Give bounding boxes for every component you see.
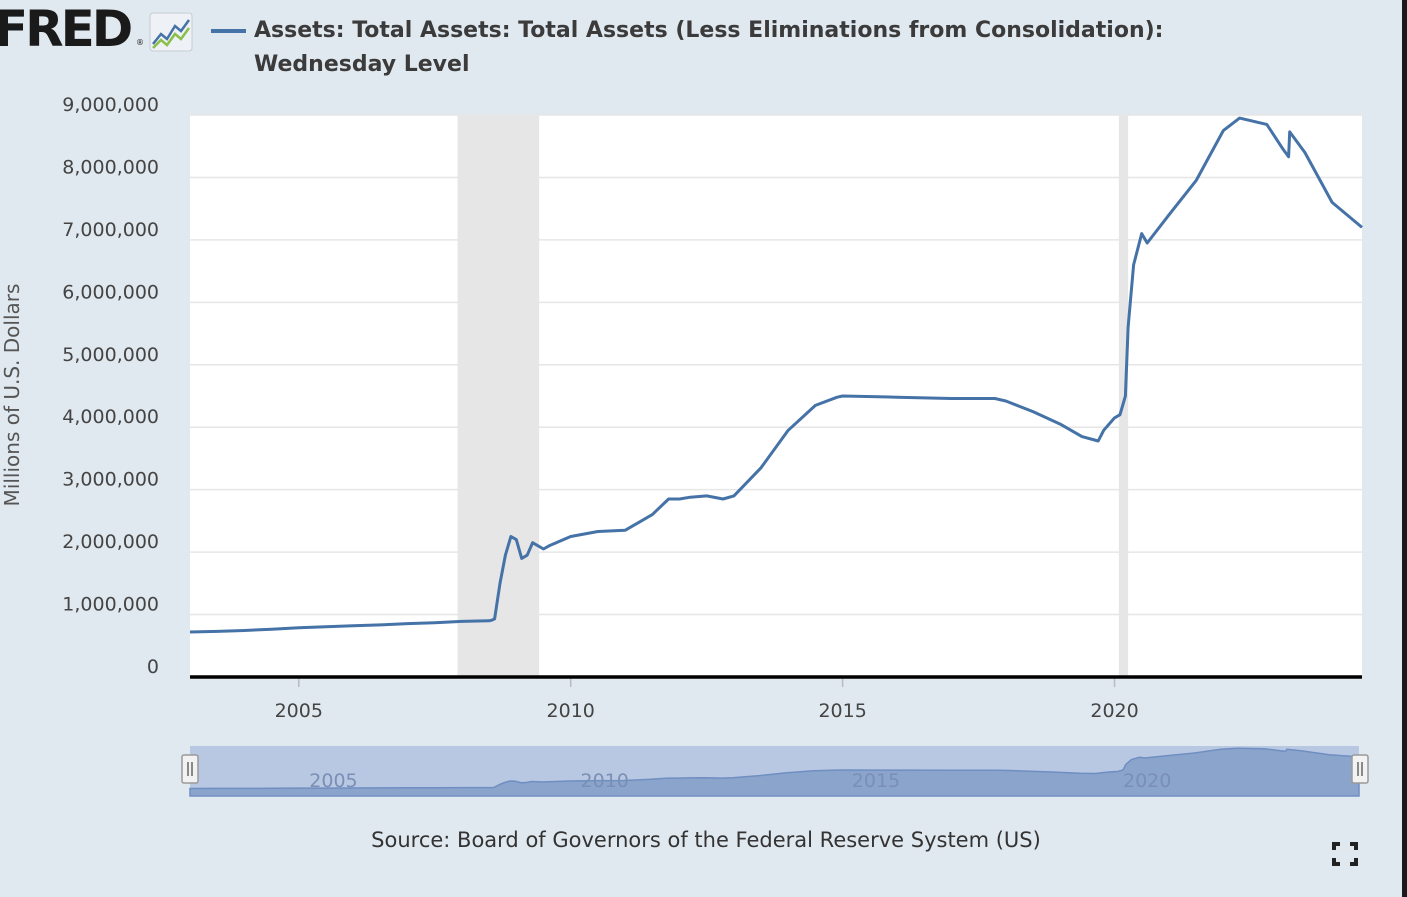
- source-note: Source: Board of Governors of the Federa…: [371, 828, 1041, 852]
- x-tick-label: 2005: [275, 700, 323, 722]
- recession-band-0: [457, 115, 540, 677]
- y-tick-label: 3,000,000: [62, 469, 159, 491]
- x-tick-label: 2015: [818, 700, 866, 722]
- y-tick-label: 2,000,000: [62, 531, 159, 553]
- navigator-tick-label: 2015: [852, 770, 900, 792]
- y-tick-label: 8,000,000: [62, 156, 159, 178]
- y-tick-label: 5,000,000: [62, 344, 159, 366]
- chart-title: Assets: Total Assets: Total Assets (Less…: [254, 18, 1164, 77]
- navigator-tick-label: 2005: [309, 770, 357, 792]
- series-line: [189, 116, 1363, 634]
- y-tick-label: 7,000,000: [62, 219, 159, 241]
- plot-area: [190, 115, 1362, 677]
- window-edge: [1402, 0, 1407, 897]
- x-tick-label: 2010: [547, 700, 595, 722]
- x-tick-label: 2020: [1090, 700, 1138, 722]
- navigator-handle-icon[interactable]: [181, 754, 199, 784]
- y-tick-label: 9,000,000: [62, 94, 159, 116]
- expand-icon[interactable]: [1332, 842, 1358, 866]
- navigator-series: [189, 747, 1360, 797]
- navigator-handle-icon[interactable]: [1351, 754, 1369, 784]
- navigator-tick-label: 2010: [581, 770, 629, 792]
- legend-series-swatch: [211, 29, 246, 33]
- recession-band-1: [1118, 115, 1129, 677]
- fred-logo[interactable]: FRED: [0, 0, 133, 58]
- fred-graph-icon: [149, 12, 193, 52]
- y-tick-label: 1,000,000: [62, 594, 159, 616]
- y-tick-label: 6,000,000: [62, 281, 159, 303]
- logo-registered-mark: ®: [136, 38, 144, 47]
- y-tick-label: 0: [147, 656, 159, 678]
- navigator-tick-label: 2020: [1123, 770, 1171, 792]
- y-tick-label: 4,000,000: [62, 406, 159, 428]
